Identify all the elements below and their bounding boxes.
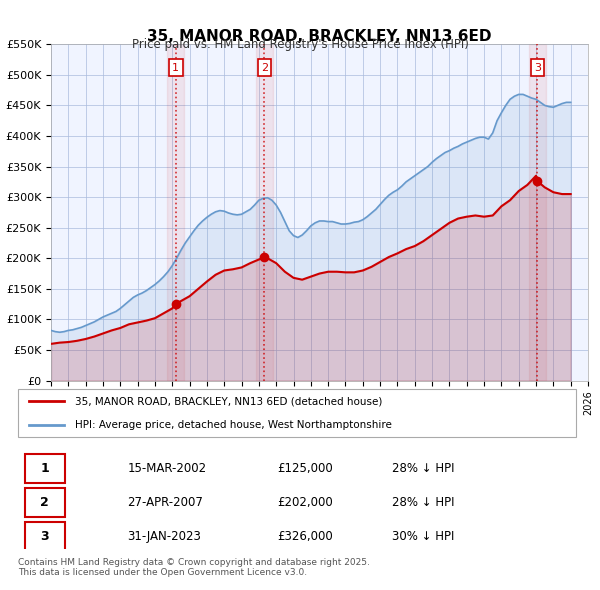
Text: £326,000: £326,000 — [277, 530, 333, 543]
Title: 35, MANOR ROAD, BRACKLEY, NN13 6ED: 35, MANOR ROAD, BRACKLEY, NN13 6ED — [147, 30, 492, 44]
FancyBboxPatch shape — [25, 454, 65, 483]
FancyBboxPatch shape — [18, 389, 577, 437]
Bar — [529, 44, 546, 381]
Text: 1: 1 — [40, 461, 49, 475]
Text: HPI: Average price, detached house, West Northamptonshire: HPI: Average price, detached house, West… — [76, 419, 392, 430]
Bar — [256, 44, 273, 381]
Text: 28% ↓ HPI: 28% ↓ HPI — [392, 496, 455, 509]
Text: 2: 2 — [261, 63, 268, 73]
FancyBboxPatch shape — [25, 488, 65, 517]
Text: 31-JAN-2023: 31-JAN-2023 — [127, 530, 201, 543]
Text: £125,000: £125,000 — [277, 461, 333, 475]
Text: Contains HM Land Registry data © Crown copyright and database right 2025.
This d: Contains HM Land Registry data © Crown c… — [18, 558, 370, 577]
Text: 27-APR-2007: 27-APR-2007 — [127, 496, 203, 509]
FancyBboxPatch shape — [25, 522, 65, 551]
Text: 3: 3 — [534, 63, 541, 73]
Bar — [167, 44, 184, 381]
Text: £202,000: £202,000 — [277, 496, 333, 509]
Text: Price paid vs. HM Land Registry's House Price Index (HPI): Price paid vs. HM Land Registry's House … — [131, 38, 469, 51]
Text: 3: 3 — [41, 530, 49, 543]
Text: 2: 2 — [40, 496, 49, 509]
Text: 35, MANOR ROAD, BRACKLEY, NN13 6ED (detached house): 35, MANOR ROAD, BRACKLEY, NN13 6ED (deta… — [76, 396, 383, 407]
Text: 15-MAR-2002: 15-MAR-2002 — [127, 461, 206, 475]
Text: 30% ↓ HPI: 30% ↓ HPI — [392, 530, 455, 543]
Text: 1: 1 — [172, 63, 179, 73]
Text: 28% ↓ HPI: 28% ↓ HPI — [392, 461, 455, 475]
